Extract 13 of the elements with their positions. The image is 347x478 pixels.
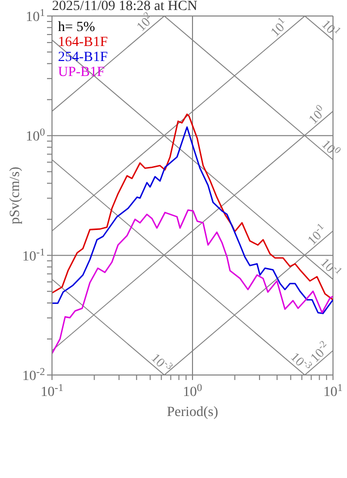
x-axis-title: Period(s) bbox=[166, 405, 218, 420]
legend-title: h= 5% bbox=[58, 20, 96, 35]
y-tick-label: 10$^{-2}$ bbox=[22, 366, 45, 384]
x-tick-label: 10$^{1}$ bbox=[323, 382, 343, 400]
text: 164-B1F bbox=[58, 35, 108, 50]
x-tick-label: 10$^{0}$ bbox=[182, 382, 202, 400]
text: UP-B1F bbox=[58, 65, 106, 80]
x-tick-label: 10$^{-1}$ bbox=[40, 382, 64, 400]
text: 254-B1F bbox=[58, 50, 108, 65]
y-tick-label: 10$^{1}$ bbox=[26, 8, 45, 25]
y-axis-title: pSv(cm/s) bbox=[8, 166, 23, 224]
y-tick-label: 10$^{0}$ bbox=[26, 127, 45, 145]
y-tick-label: 10$^{-1}$ bbox=[22, 246, 45, 264]
